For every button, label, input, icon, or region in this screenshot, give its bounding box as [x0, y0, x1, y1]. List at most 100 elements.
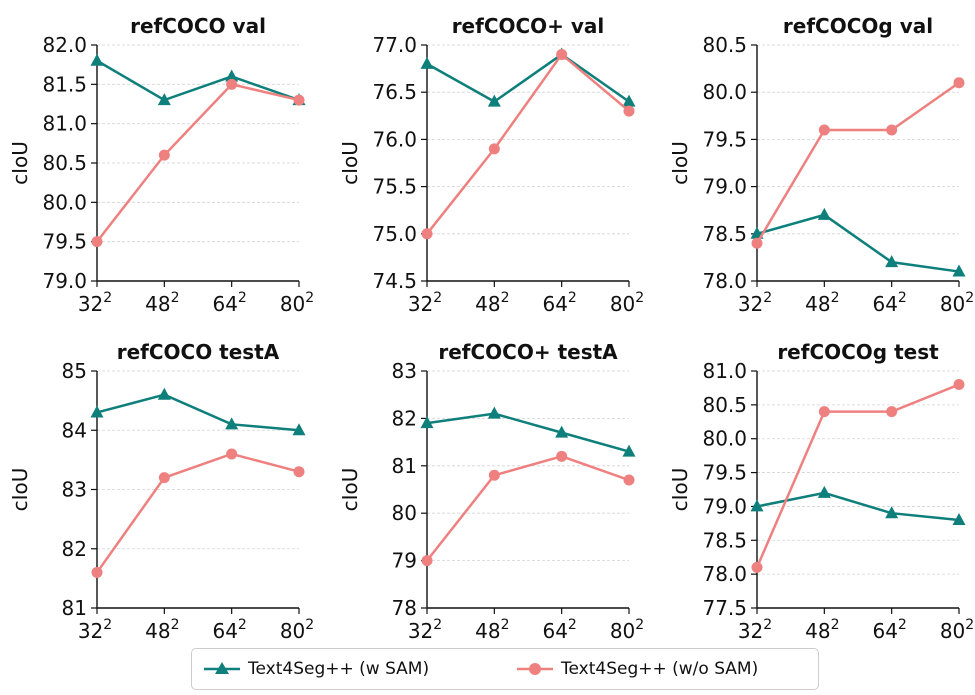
chart-panel-1: 79.0 79.5 80.0 80.5 81.0 81.5 82.0 322 482 642 802…: [8, 14, 314, 316]
x-tick-label: 322: [78, 617, 112, 643]
y-tick-label: 77.0: [372, 33, 417, 57]
data-point-with-sam: [420, 56, 434, 69]
data-point-without-sam: [751, 561, 763, 573]
series-line-without-sam: [95, 452, 300, 574]
data-point-without-sam: [421, 555, 433, 567]
chart-title: refCOCO testA: [117, 340, 280, 364]
x-tick-label: 482: [805, 617, 839, 643]
y-axis-label: cIoU: [8, 141, 32, 185]
x-tick-label: 642: [542, 617, 576, 643]
y-tick-label: 81.0: [42, 112, 87, 136]
data-point-without-sam: [886, 406, 898, 418]
data-point-with-sam: [817, 485, 831, 498]
series-line-with-sam: [96, 393, 300, 432]
data-point-without-sam: [421, 228, 433, 240]
chart-panel-4: 81 82 83 84 85 322 482 642 802 refCOCO testA cIoU: [8, 340, 314, 643]
series-line-with-sam: [96, 59, 300, 102]
y-tick-label: 83: [392, 359, 417, 383]
data-point-with-sam: [487, 94, 501, 107]
data-point-with-sam: [622, 444, 636, 457]
x-tick-label: 642: [542, 290, 576, 316]
x-tick-label: 642: [872, 617, 906, 643]
y-tick-label: 80: [392, 501, 417, 525]
data-point-without-sam: [91, 566, 103, 578]
y-tick-label: 80.0: [702, 80, 747, 104]
y-tick-label: 85: [62, 359, 87, 383]
series-line-without-sam: [755, 383, 960, 568]
data-point-without-sam: [91, 236, 103, 248]
chart-figure: 79.0 79.5 80.0 80.5 81.0 81.5 82.0 322 482 642 802…: [8, 14, 974, 643]
x-tick-label: 322: [78, 290, 112, 316]
data-point-with-sam: [420, 416, 434, 429]
chart-title: refCOCO+ val: [452, 14, 605, 38]
x-tick-label: 482: [475, 617, 509, 643]
y-tick-label: 82.0: [42, 33, 87, 57]
legend: Text4Seg++ (w SAM) Text4Seg++ (w/o SAM): [191, 648, 819, 690]
y-tick-label: 80.5: [42, 151, 87, 175]
y-tick-label: 82: [392, 406, 417, 430]
data-point-without-sam: [556, 48, 568, 60]
data-point-with-sam: [885, 506, 899, 519]
data-point-with-sam: [90, 53, 104, 66]
data-point-without-sam: [226, 78, 238, 90]
y-tick-label: 81.5: [42, 72, 87, 96]
data-point-without-sam: [293, 466, 305, 478]
y-tick-label: 76.0: [372, 127, 417, 151]
x-tick-label: 642: [212, 617, 246, 643]
y-tick-label: 80.0: [702, 427, 747, 451]
y-axis-label: cIoU: [338, 141, 362, 185]
x-tick-label: 802: [280, 617, 314, 643]
data-point-without-sam: [158, 149, 170, 161]
x-tick-label: 802: [940, 617, 974, 643]
y-tick-label: 80.5: [702, 33, 747, 57]
y-tick-label: 77.5: [702, 596, 747, 620]
data-point-with-sam: [555, 425, 569, 438]
y-tick-label: 75.0: [372, 222, 417, 246]
series-line-with-sam: [426, 412, 630, 453]
data-point-with-sam: [157, 93, 171, 106]
y-axis-label: cIoU: [668, 141, 692, 185]
y-tick-label: 78.5: [702, 528, 747, 552]
y-tick-label: 78.0: [702, 562, 747, 586]
data-point-without-sam: [751, 237, 763, 249]
data-point-without-sam: [556, 450, 568, 462]
series-line-without-sam: [96, 82, 300, 243]
legend-triangle-marker-icon: [204, 662, 240, 674]
chart-panel-2: 74.5 75.0 75.5 76.0 76.5 77.0 322 482 642 802 refC…: [338, 14, 644, 316]
series-line-with-sam: [756, 491, 960, 522]
series-line-without-sam: [755, 81, 960, 244]
x-tick-label: 482: [475, 290, 509, 316]
data-point-without-sam: [818, 124, 830, 136]
x-tick-label: 482: [145, 617, 179, 643]
x-tick-label: 802: [610, 290, 644, 316]
series-line-without-sam: [426, 52, 630, 235]
chart-title: refCOCOg val: [783, 14, 933, 38]
data-point-without-sam: [953, 379, 965, 391]
y-tick-label: 79.0: [702, 175, 747, 199]
data-point-without-sam: [226, 448, 238, 460]
y-tick-label: 79.5: [702, 461, 747, 485]
data-point-with-sam: [817, 207, 831, 220]
x-tick-label: 322: [408, 617, 442, 643]
y-tick-label: 79.5: [42, 230, 87, 254]
data-point-with-sam: [157, 387, 171, 400]
series-line-without-sam: [426, 455, 630, 562]
y-tick-label: 79.0: [702, 494, 747, 518]
data-point-with-sam: [487, 406, 501, 419]
y-tick-label: 79.5: [702, 127, 747, 151]
data-point-with-sam: [225, 417, 239, 430]
y-tick-label: 81.0: [702, 359, 747, 383]
y-tick-label: 80.0: [42, 190, 87, 214]
data-point-without-sam: [488, 143, 500, 155]
data-point-without-sam: [623, 474, 635, 486]
y-tick-label: 76.5: [372, 80, 417, 104]
x-tick-label: 802: [280, 290, 314, 316]
chart-title: refCOCO+ testA: [438, 340, 618, 364]
x-tick-label: 802: [940, 290, 974, 316]
legend-item-without-sam: Text4Seg++ (w/o SAM): [517, 649, 758, 689]
y-tick-label: 75.5: [372, 175, 417, 199]
y-tick-label: 84: [62, 418, 87, 442]
data-point-with-sam: [90, 405, 104, 418]
chart-title: refCOCOg test: [777, 340, 939, 364]
data-point-without-sam: [488, 469, 500, 481]
